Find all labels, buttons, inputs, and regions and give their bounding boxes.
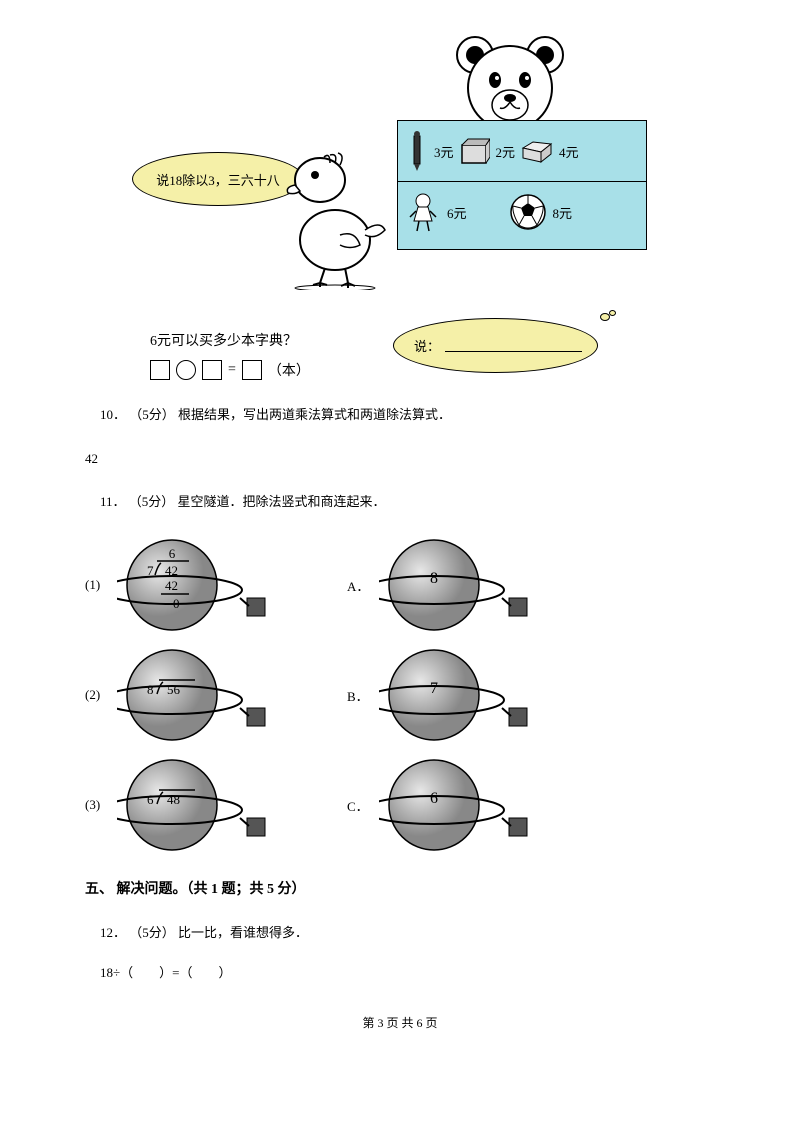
svg-text:48: 48 — [167, 792, 180, 807]
duck-speech-bubble: 说18除以3，三六十八 — [132, 152, 304, 206]
planet-division-icon: 6 7 42 42 0 — [117, 538, 272, 633]
svg-text:42: 42 — [165, 578, 178, 593]
soccer-ball-icon — [509, 193, 547, 231]
doll-icon — [406, 191, 441, 233]
top-illustration: 说18除以3，三六十八 3元 2元 4元 — [85, 30, 715, 320]
svg-text:42: 42 — [165, 563, 178, 578]
price-text: 2元 — [496, 142, 516, 161]
price-row: 6元 8元 — [398, 182, 646, 242]
svg-text:7: 7 — [430, 680, 438, 697]
problem-text: 星空隧道．把除法竖式和商连起来． — [178, 494, 386, 509]
question-block: 6元可以买多少本字典？ = （本） 说： — [150, 330, 715, 380]
section-5-title: 五、 解决问题。（共 1 题；共 5 分） — [85, 878, 715, 898]
price-text: 8元 — [553, 203, 573, 222]
dictionary-icon — [460, 137, 490, 165]
equation-text: 18÷（ ）=（ ） — [100, 965, 231, 980]
blank-box[interactable] — [242, 360, 262, 380]
problem-12: 12． （5分） 比一比，看谁想得多． — [85, 923, 715, 944]
planet-row: (3) 6 48 C． 6 — [85, 758, 715, 853]
svg-text:56: 56 — [167, 682, 181, 697]
planet-division-icon: 8 56 — [117, 648, 272, 743]
svg-text:7: 7 — [147, 563, 154, 578]
problem-text: 比一比，看谁想得多． — [178, 925, 308, 940]
page-footer: 第 3 页 共 6 页 — [85, 1014, 715, 1031]
planet-answer-icon: 7 — [379, 648, 534, 743]
problem-10-value: 42 — [85, 451, 715, 467]
svg-text:8: 8 — [430, 570, 438, 587]
duck-bubble-text: 说18除以3，三六十八 — [156, 170, 280, 189]
svg-text:6: 6 — [430, 790, 438, 807]
problem-number: 11． — [100, 494, 126, 509]
svg-text:8: 8 — [147, 682, 154, 697]
problem-points: （5分） — [129, 494, 175, 509]
pen-icon — [406, 131, 428, 171]
blank-box[interactable] — [202, 360, 222, 380]
price-row: 3元 2元 4元 — [398, 121, 646, 182]
unit-text: （本） — [268, 360, 310, 380]
svg-text:0: 0 — [173, 596, 180, 611]
planet-label: A． — [347, 576, 369, 595]
problem-11: 11． （5分） 星空隧道．把除法竖式和商连起来． — [85, 492, 715, 513]
bubble-dot — [609, 310, 616, 316]
planet-row: (1) 6 7 42 42 0 A． — [85, 538, 715, 633]
planet-row: (2) 8 56 B． 7 — [85, 648, 715, 743]
planet-label: B． — [347, 686, 369, 705]
say-label: 说： — [414, 336, 440, 355]
operator-circle[interactable] — [176, 360, 196, 380]
duck-icon — [280, 145, 395, 290]
box-icon — [521, 138, 553, 164]
planet-division-icon: 6 48 — [117, 758, 272, 853]
equals-sign: = — [228, 362, 236, 378]
planet-label: C． — [347, 796, 369, 815]
problem-12-equation: 18÷（ ）=（ ） — [85, 963, 715, 984]
problem-points: （5分） — [129, 407, 175, 422]
problem-text: 根据结果，写出两道乘法算式和两道除法算式． — [178, 407, 451, 422]
price-text: 4元 — [559, 142, 579, 161]
problem-number: 12． — [100, 925, 126, 940]
planet-label: (1) — [85, 577, 107, 593]
planet-label: (3) — [85, 797, 107, 813]
planet-answer-icon: 6 — [379, 758, 534, 853]
svg-text:6: 6 — [147, 792, 154, 807]
page-container: 说18除以3，三六十八 3元 2元 4元 — [0, 0, 800, 1051]
say-bubble: 说： — [393, 318, 598, 373]
problem-10: 10． （5分） 根据结果，写出两道乘法算式和两道除法算式． — [85, 405, 715, 426]
price-board: 3元 2元 4元 6元 8元 — [397, 120, 647, 250]
svg-text:6: 6 — [169, 546, 176, 561]
problem-number: 10． — [100, 407, 126, 422]
price-text: 6元 — [447, 203, 467, 222]
answer-line[interactable] — [445, 339, 582, 352]
planet-answer-icon: 8 — [379, 538, 534, 633]
price-text: 3元 — [434, 142, 454, 161]
planets-container: (1) 6 7 42 42 0 A． — [85, 538, 715, 853]
problem-points: （5分） — [129, 925, 175, 940]
blank-box[interactable] — [150, 360, 170, 380]
planet-label: (2) — [85, 687, 107, 703]
